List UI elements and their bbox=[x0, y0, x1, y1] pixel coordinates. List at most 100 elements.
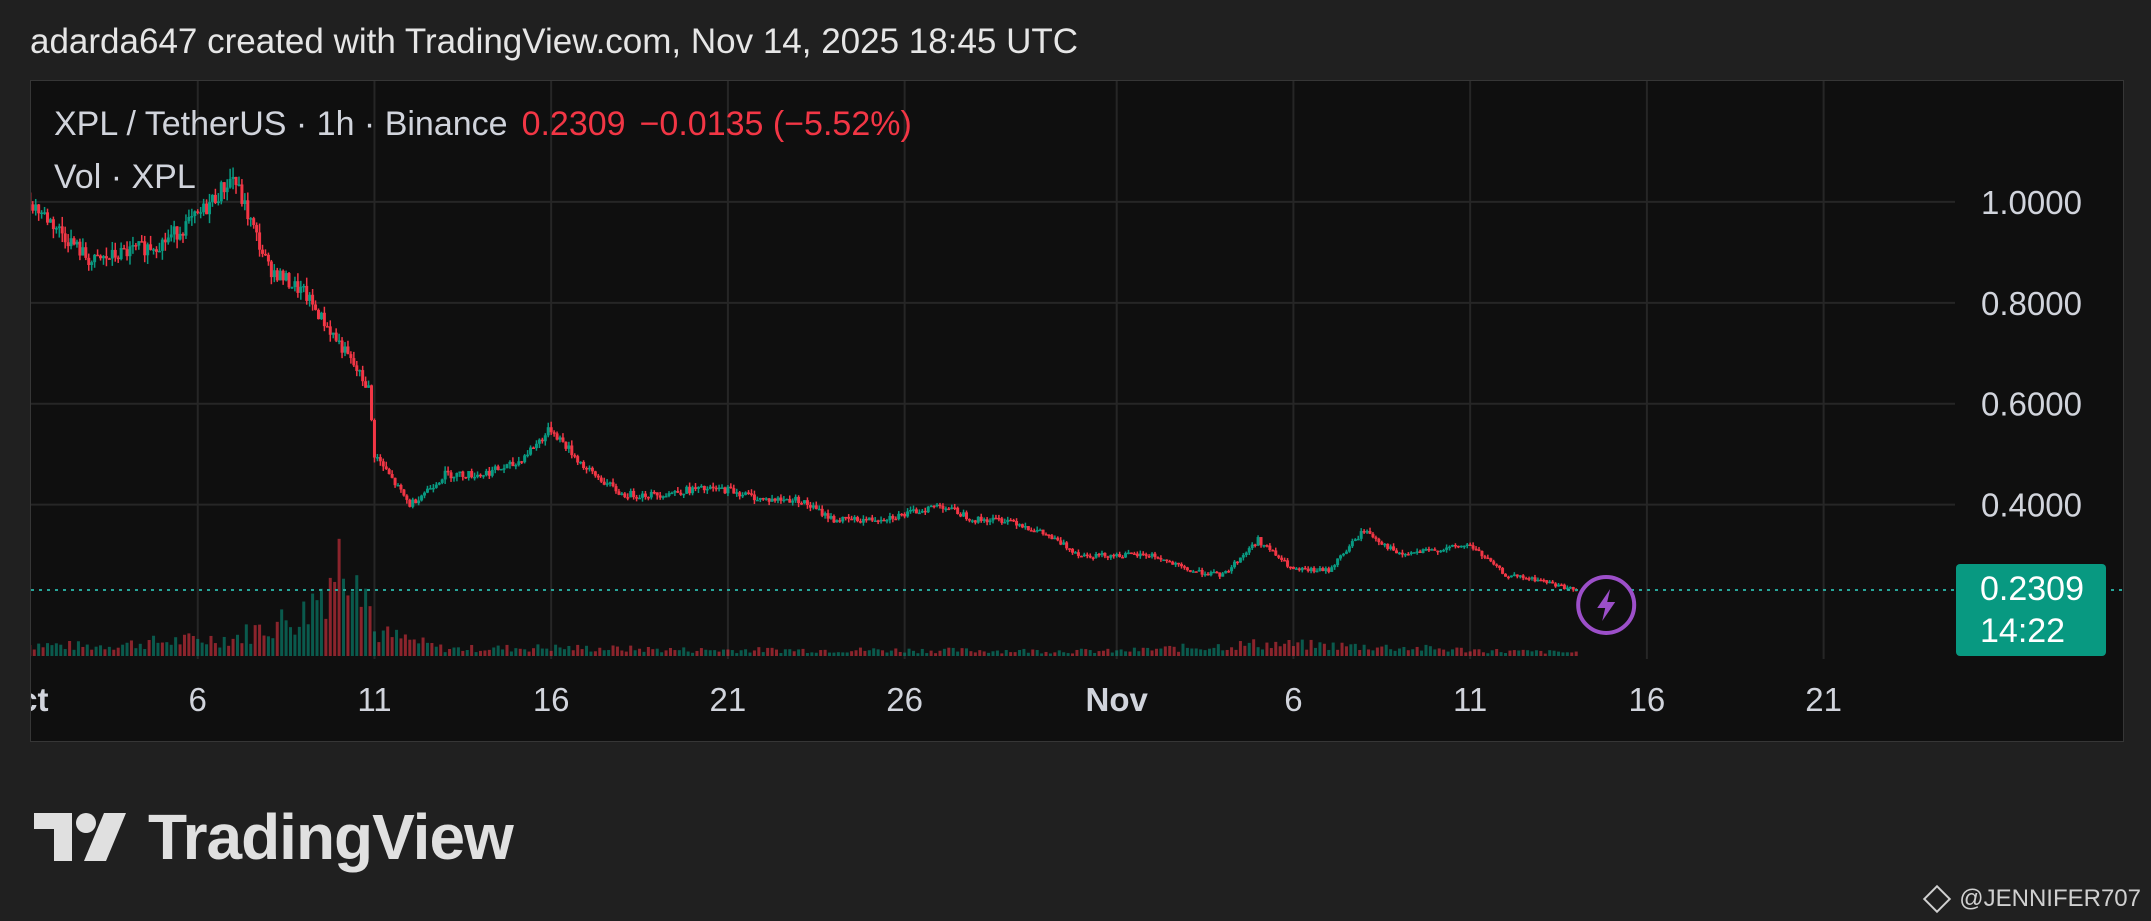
candle-body bbox=[649, 492, 653, 498]
candle-body bbox=[867, 517, 871, 521]
candle-body bbox=[160, 239, 164, 251]
candle-body bbox=[906, 511, 910, 517]
volume-bar bbox=[549, 650, 553, 656]
candle-body bbox=[1009, 519, 1013, 522]
candle-body bbox=[1309, 567, 1313, 572]
volume-bar bbox=[629, 645, 633, 656]
candle-body bbox=[755, 499, 759, 502]
volume-bar bbox=[580, 649, 584, 656]
candle-body bbox=[1342, 553, 1346, 556]
candle-body bbox=[900, 513, 904, 516]
volume-bar bbox=[514, 648, 518, 656]
volume-bar bbox=[1526, 650, 1530, 656]
candle-body bbox=[1380, 542, 1384, 545]
volume-bar bbox=[1473, 649, 1477, 656]
volume-bar bbox=[942, 648, 946, 656]
candle-body bbox=[464, 476, 468, 479]
candle-body bbox=[823, 513, 827, 516]
candle-body bbox=[608, 482, 612, 484]
candle-body bbox=[1097, 553, 1101, 556]
candle-body bbox=[549, 427, 553, 433]
candle-body bbox=[352, 358, 356, 366]
candle-body bbox=[1374, 537, 1378, 539]
candle-body bbox=[1135, 553, 1139, 557]
price-chart[interactable]: Oct 6 11 16 21 26 Nov 6 11 16 21 1.0000 0.8000 0.6000… bbox=[31, 81, 2123, 741]
volume-bar bbox=[121, 644, 125, 656]
candle-body bbox=[1518, 575, 1522, 577]
candle-body bbox=[1512, 574, 1516, 576]
candle-body bbox=[461, 471, 465, 477]
candle-body bbox=[1477, 549, 1481, 552]
candle-body bbox=[802, 500, 806, 504]
candle-body bbox=[1044, 534, 1048, 536]
volume-bar bbox=[934, 653, 938, 656]
candle-body bbox=[99, 255, 103, 259]
candle-body bbox=[808, 505, 812, 508]
volume-bar bbox=[478, 650, 482, 656]
candle-body bbox=[143, 241, 147, 256]
volume-bar bbox=[1278, 646, 1282, 656]
candle-body bbox=[84, 247, 88, 258]
volume-bar bbox=[487, 649, 491, 656]
candle-body bbox=[196, 211, 200, 213]
volume-bar bbox=[797, 649, 801, 656]
volume-bar bbox=[1004, 650, 1008, 656]
candle-body bbox=[820, 508, 824, 516]
volume-bar bbox=[792, 651, 796, 656]
volume-bar bbox=[346, 595, 350, 656]
volume-bar bbox=[956, 651, 960, 656]
candle-body bbox=[944, 508, 948, 511]
volume-bar bbox=[266, 636, 270, 656]
candle-body bbox=[90, 262, 94, 266]
volume-bar bbox=[1283, 643, 1287, 656]
candle-body bbox=[261, 249, 265, 254]
candle-body bbox=[614, 486, 618, 492]
last-price-label: 0.2309 bbox=[521, 105, 626, 143]
candle-body bbox=[1333, 565, 1337, 568]
volume-bar bbox=[1548, 650, 1552, 656]
volume-bar bbox=[598, 647, 602, 656]
volume-bar bbox=[828, 652, 832, 656]
candle-body bbox=[605, 483, 609, 485]
candle-body bbox=[1241, 555, 1245, 558]
candle-body bbox=[903, 513, 907, 517]
volume-bar bbox=[1101, 650, 1105, 656]
candle-body bbox=[1436, 550, 1440, 553]
candle-body bbox=[1315, 570, 1319, 573]
candle-body bbox=[349, 354, 353, 359]
chart-area[interactable]: Oct 6 11 16 21 26 Nov 6 11 16 21 1.0000 0.8000 0.6000… bbox=[30, 80, 2124, 742]
volume-bar bbox=[448, 649, 452, 656]
candle-body bbox=[181, 233, 185, 236]
candle-body bbox=[110, 249, 114, 259]
candle-body bbox=[1465, 544, 1469, 547]
candle-body bbox=[1253, 544, 1257, 547]
candle-body bbox=[1015, 521, 1019, 526]
volume-bar bbox=[1066, 653, 1070, 656]
candle-body bbox=[107, 258, 111, 260]
volume-bar bbox=[602, 650, 606, 656]
volume-bar bbox=[169, 644, 173, 656]
volume-bar bbox=[1340, 642, 1344, 656]
candle-body bbox=[1294, 568, 1298, 570]
volume-bar bbox=[509, 651, 513, 656]
volume-bar bbox=[987, 652, 991, 656]
volume-bar bbox=[178, 644, 182, 656]
candle-body bbox=[829, 516, 833, 519]
candle-body bbox=[590, 467, 594, 472]
candle-body bbox=[440, 479, 444, 483]
candle-body bbox=[334, 332, 338, 341]
candle-body bbox=[1124, 553, 1128, 558]
volume-bar bbox=[112, 649, 116, 656]
candle-body bbox=[43, 212, 47, 214]
volume-bar bbox=[289, 627, 293, 656]
candle-body bbox=[113, 249, 117, 258]
volume-bar bbox=[425, 642, 429, 656]
volume-bar bbox=[540, 648, 544, 656]
candle-body bbox=[764, 498, 768, 500]
candle-body bbox=[514, 464, 518, 467]
candle-body bbox=[676, 491, 680, 493]
volume-bar bbox=[1508, 650, 1512, 656]
volume-bar bbox=[691, 652, 695, 656]
volume-bar bbox=[461, 650, 465, 656]
candle-body bbox=[228, 178, 232, 188]
